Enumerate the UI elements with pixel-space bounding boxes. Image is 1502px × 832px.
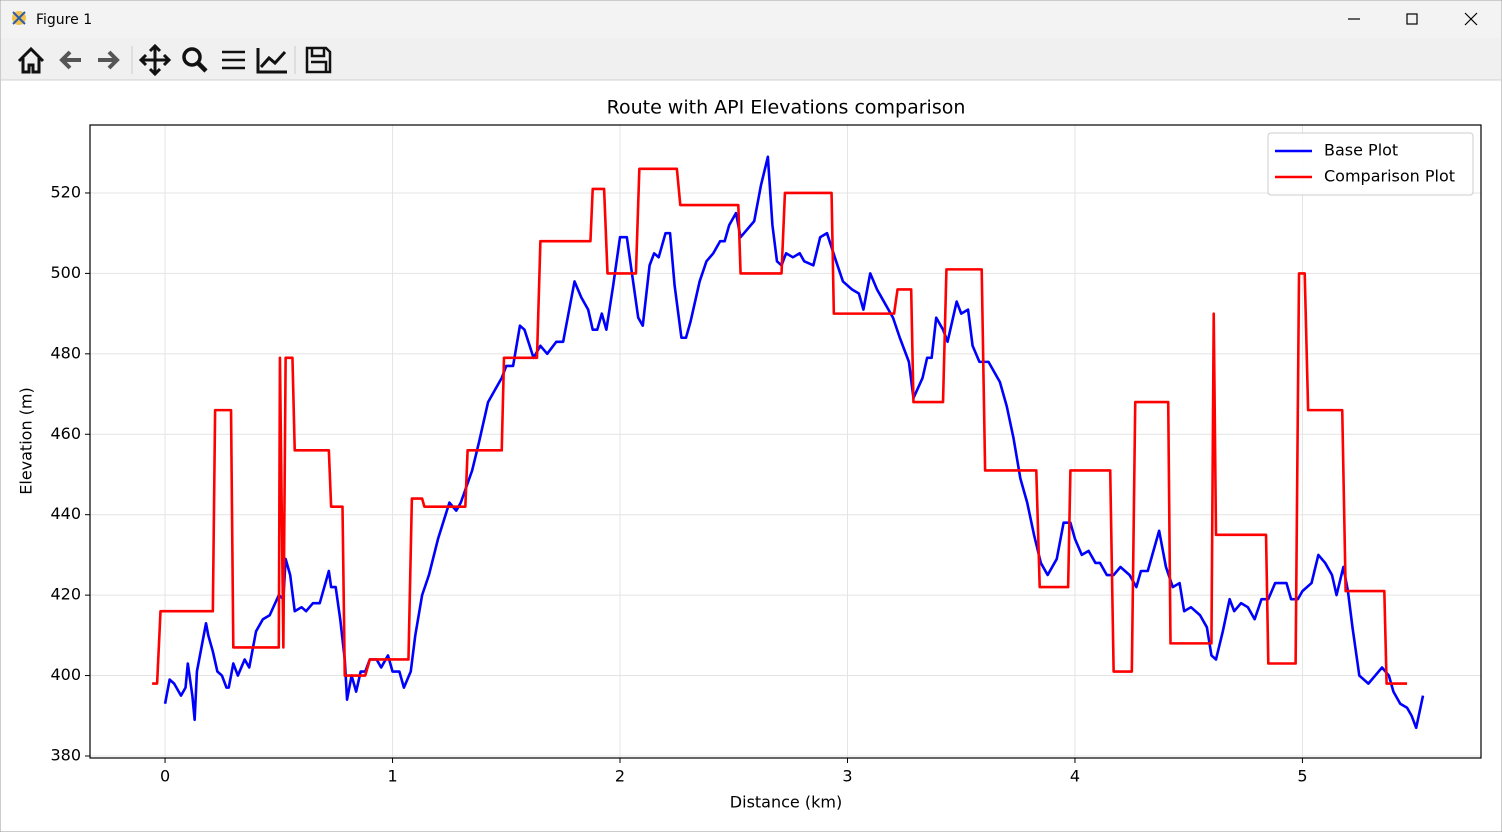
y-tick-label: 520 — [50, 182, 81, 201]
plot-frame — [89, 124, 1482, 759]
legend-label: Comparison Plot — [1324, 167, 1455, 186]
app-icon — [12, 11, 26, 25]
legend-label: Base Plot — [1324, 141, 1398, 160]
y-tick-label: 440 — [50, 504, 81, 523]
close-button[interactable] — [1464, 12, 1478, 26]
y-tick-label: 400 — [50, 665, 81, 684]
title-bar — [1, 1, 1501, 38]
home-button[interactable] — [17, 46, 45, 74]
y-tick-label: 480 — [50, 343, 81, 362]
edit-axis-button[interactable] — [256, 48, 287, 74]
series-line — [152, 167, 1408, 685]
y-axis-label: Elevation (m) — [17, 387, 36, 494]
legend-box — [1267, 132, 1474, 196]
x-tick-label: 2 — [615, 767, 625, 786]
toolbar-icons — [17, 43, 332, 77]
maximize-button[interactable] — [1406, 13, 1418, 25]
zoom-button[interactable] — [182, 47, 208, 73]
forward-button[interactable] — [98, 50, 120, 70]
x-tick-label: 5 — [1297, 767, 1307, 786]
x-axis-label: Distance (km) — [730, 793, 842, 812]
y-tick-label: 500 — [50, 263, 81, 282]
y-tick-label: 420 — [50, 585, 81, 604]
x-tick-label: 0 — [160, 767, 170, 786]
save-button[interactable] — [305, 46, 332, 74]
x-tick-label: 1 — [387, 767, 397, 786]
chart-title: Route with API Elevations comparison — [607, 97, 966, 119]
y-tick-label: 460 — [50, 424, 81, 443]
configure-button[interactable] — [222, 50, 245, 70]
back-button[interactable] — [59, 50, 81, 70]
y-tick-label: 380 — [50, 745, 81, 764]
toolbar — [1, 38, 1501, 80]
series-line — [163, 155, 1425, 730]
pan-button[interactable] — [138, 43, 172, 77]
x-tick-label: 3 — [842, 767, 852, 786]
window-title: Figure 1 — [36, 12, 92, 28]
x-tick-label: 4 — [1070, 767, 1080, 786]
